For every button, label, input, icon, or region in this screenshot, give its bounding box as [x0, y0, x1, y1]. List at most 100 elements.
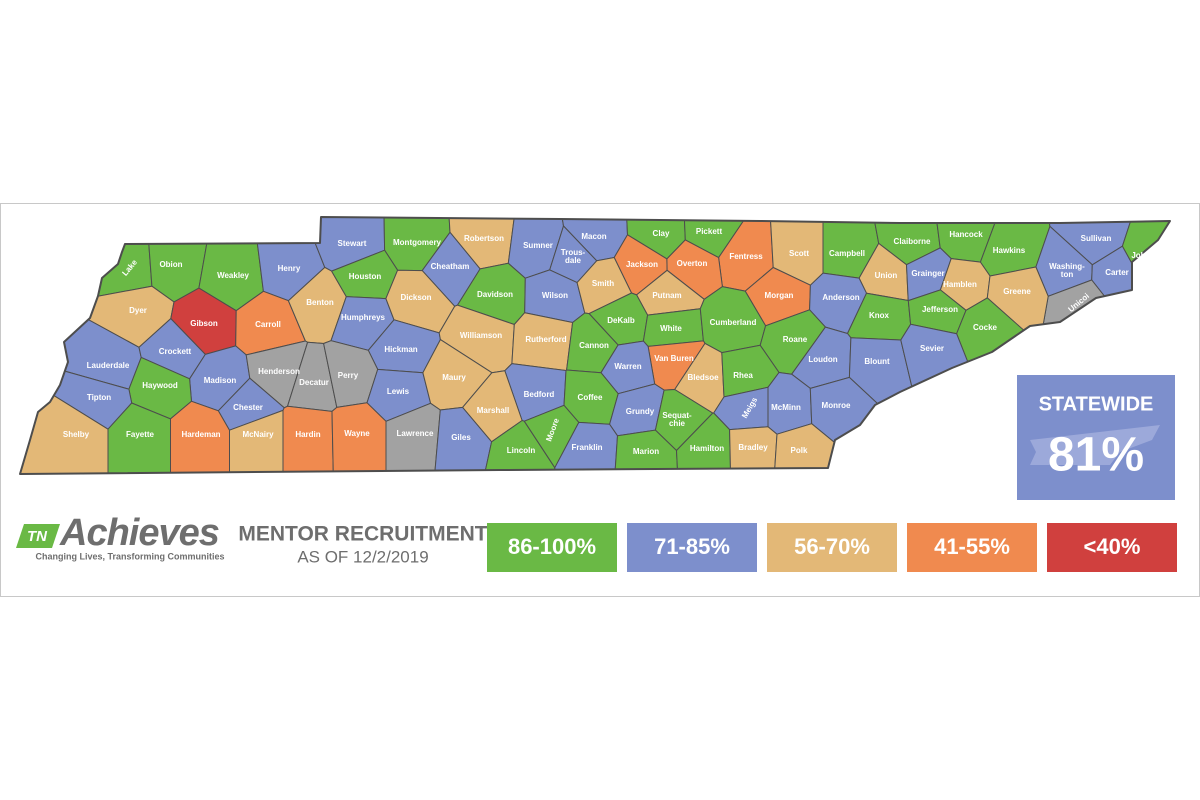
- county-label: Cocke: [973, 323, 998, 332]
- county-label: chie: [669, 419, 686, 428]
- county-label: Cannon: [579, 341, 609, 350]
- county-label: Bedford: [524, 390, 555, 399]
- county-label: Dyer: [129, 306, 147, 315]
- county-label: Hamblen: [943, 280, 977, 289]
- county-label: Lewis: [387, 387, 410, 396]
- county-label: Wayne: [344, 429, 370, 438]
- county-label: Dickson: [400, 293, 431, 302]
- county-label: Fayette: [126, 430, 155, 439]
- legend-label: 71-85%: [654, 534, 730, 559]
- county-label: Decatur: [299, 378, 329, 387]
- county-label: Putnam: [652, 291, 681, 300]
- county-label: Grainger: [911, 269, 944, 278]
- county-label: Lawrence: [397, 429, 434, 438]
- county-label: Smith: [592, 279, 614, 288]
- legend-swatch: [1047, 523, 1177, 572]
- county-label: Grundy: [626, 407, 655, 416]
- county-label: Macon: [581, 232, 606, 241]
- logo-tagline: Changing Lives, Transforming Communities: [35, 551, 224, 561]
- county-label: McNairy: [242, 430, 274, 439]
- legend: 86-100% 71-85% 56-70% 41-55% <40%: [487, 523, 1177, 572]
- legend-label: 41-55%: [934, 534, 1010, 559]
- state-outline: [19, 216, 1171, 475]
- county: [282, 405, 334, 474]
- county-label: Pickett: [696, 227, 723, 236]
- county-label: Haywood: [142, 381, 178, 390]
- county-label: Hawkins: [993, 246, 1026, 255]
- county-label: Franklin: [571, 443, 602, 452]
- legend-swatch: [627, 523, 757, 572]
- county-label: Fentress: [729, 252, 763, 261]
- county-label: Sumner: [523, 241, 553, 250]
- county-label: Greene: [1003, 287, 1031, 296]
- county-label: Morgan: [765, 291, 794, 300]
- county-label: Davidson: [477, 290, 513, 299]
- county-label: Giles: [451, 433, 471, 442]
- county-label: Rutherford: [525, 335, 566, 344]
- legend-swatch: [907, 523, 1037, 572]
- county-label: Shelby: [63, 430, 90, 439]
- county: [331, 402, 387, 474]
- county-label: Cheatham: [431, 262, 470, 271]
- county-label: Henderson: [258, 367, 300, 376]
- county-label: Jackson: [626, 260, 658, 269]
- county-label: Marshall: [477, 406, 509, 415]
- county-label: Tipton: [87, 393, 111, 402]
- county-label: McMinn: [771, 403, 801, 412]
- county-label: Hamilton: [690, 444, 724, 453]
- county-label: Chester: [233, 403, 263, 412]
- county-label: Hardeman: [181, 430, 220, 439]
- county-label: Gibson: [190, 319, 218, 328]
- county-label: dale: [565, 256, 582, 265]
- county-label: Sequat-: [662, 411, 692, 420]
- county-label: Cumberland: [710, 318, 757, 327]
- county-label: Hancock: [949, 230, 983, 239]
- legend-label: <40%: [1084, 534, 1141, 559]
- county-label: Houston: [349, 272, 382, 281]
- county-label: Humphreys: [341, 313, 386, 322]
- county-label: DeKalb: [607, 316, 635, 325]
- county-label: Loudon: [808, 355, 837, 364]
- legend-label: 86-100%: [508, 534, 596, 559]
- county-label: Montgomery: [393, 238, 442, 247]
- county-label: Washing-: [1049, 262, 1085, 271]
- logo-badge: [16, 524, 60, 548]
- legend-swatch: [487, 523, 617, 572]
- county-label: Weakley: [217, 271, 249, 280]
- county-label: Van Buren: [654, 354, 694, 363]
- county-label: Hickman: [384, 345, 417, 354]
- county-label: Rhea: [733, 371, 753, 380]
- county-label: Johnson: [1131, 251, 1164, 260]
- county-label: Blount: [864, 357, 890, 366]
- county-label: Maury: [442, 373, 466, 382]
- county-label: Trous-: [561, 248, 586, 257]
- county-label: Bradley: [738, 443, 768, 452]
- county-label: Sevier: [920, 344, 944, 353]
- county-label: Scott: [789, 249, 809, 258]
- county-label: ton: [1061, 270, 1074, 279]
- county-label: Carroll: [255, 320, 281, 329]
- county-label: Obion: [159, 260, 182, 269]
- county-label: Sullivan: [1081, 234, 1112, 243]
- county-label: Knox: [869, 311, 890, 320]
- logo-name: Achieves: [59, 512, 219, 554]
- heading-date: AS OF 12/2/2019: [297, 547, 428, 566]
- county-label: Crockett: [159, 347, 192, 356]
- county-label: Hardin: [295, 430, 320, 439]
- county-label: Benton: [306, 298, 334, 307]
- heading-title: MENTOR RECRUITMENT: [238, 523, 487, 546]
- county-label: Warren: [614, 362, 641, 371]
- state-silhouette: [1030, 425, 1160, 465]
- county-label: Overton: [677, 259, 708, 268]
- county-label: White: [660, 324, 682, 333]
- county-label: Jefferson: [922, 305, 958, 314]
- county-label: Anderson: [822, 293, 859, 302]
- statewide-label: STATEWIDE: [1039, 393, 1154, 415]
- county-label: Stewart: [338, 239, 367, 248]
- statewide-value: 81%: [1048, 429, 1144, 482]
- county-label: Perry: [338, 371, 359, 380]
- county-label: Polk: [791, 446, 808, 455]
- county-label: Henry: [278, 264, 301, 273]
